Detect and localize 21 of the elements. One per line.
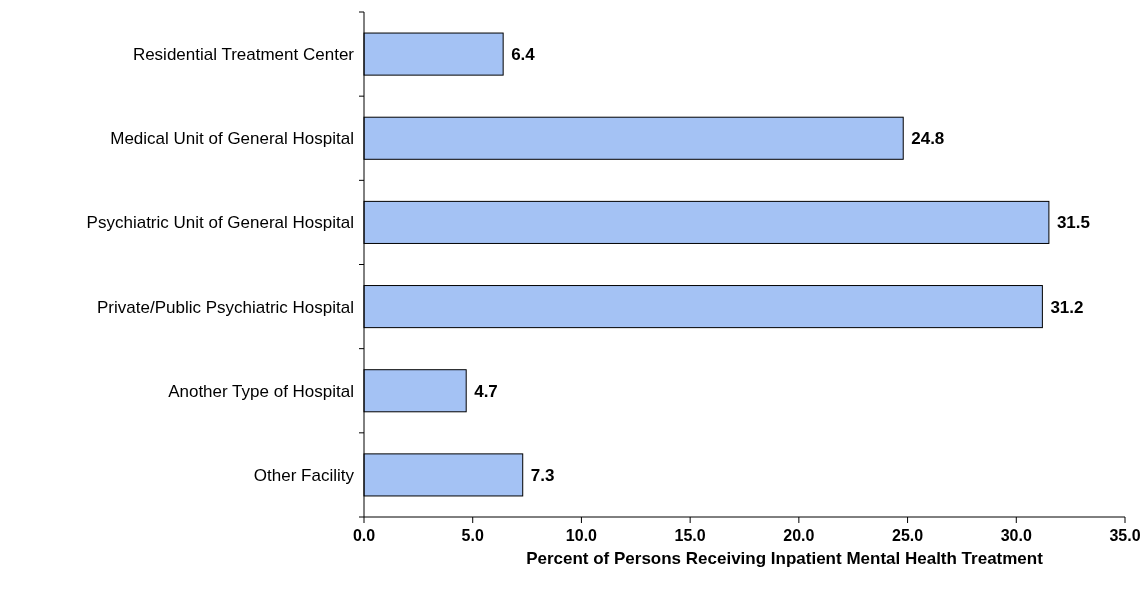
x-tick-label: 25.0 (892, 527, 924, 544)
x-tick-label: 10.0 (565, 527, 598, 544)
x-tick-label: 30.0 (1000, 527, 1032, 544)
x-tick-label: 0.0 (352, 527, 376, 544)
data-label: 24.8 (911, 129, 945, 149)
data-label: 31.2 (1050, 297, 1084, 317)
data-label: 6.4 (511, 45, 536, 65)
data-label: 4.7 (474, 381, 498, 401)
x-tick-label: 15.0 (674, 527, 706, 544)
y-tick-label: Other Facility (253, 465, 355, 485)
x-tick-label: 20.0 (783, 527, 815, 544)
x-tick-label: 5.0 (461, 527, 484, 544)
y-tick-label: Private/Public Psychiatric Hospital (97, 297, 354, 317)
x-tick-label: 35.0 (1109, 527, 1141, 544)
y-tick-label: Psychiatric Unit of General Hospital (86, 213, 354, 233)
x-axis-title: Percent of Persons Receiving Inpatient Mental Health Treatment (526, 549, 1044, 568)
data-label: 31.5 (1056, 213, 1090, 233)
y-tick-label: Another Type of Hospital (168, 381, 354, 401)
data-label: 7.3 (530, 465, 555, 485)
y-tick-label: Medical Unit of General Hospital (110, 129, 354, 149)
y-tick-label: Residential Treatment Center (132, 45, 355, 65)
